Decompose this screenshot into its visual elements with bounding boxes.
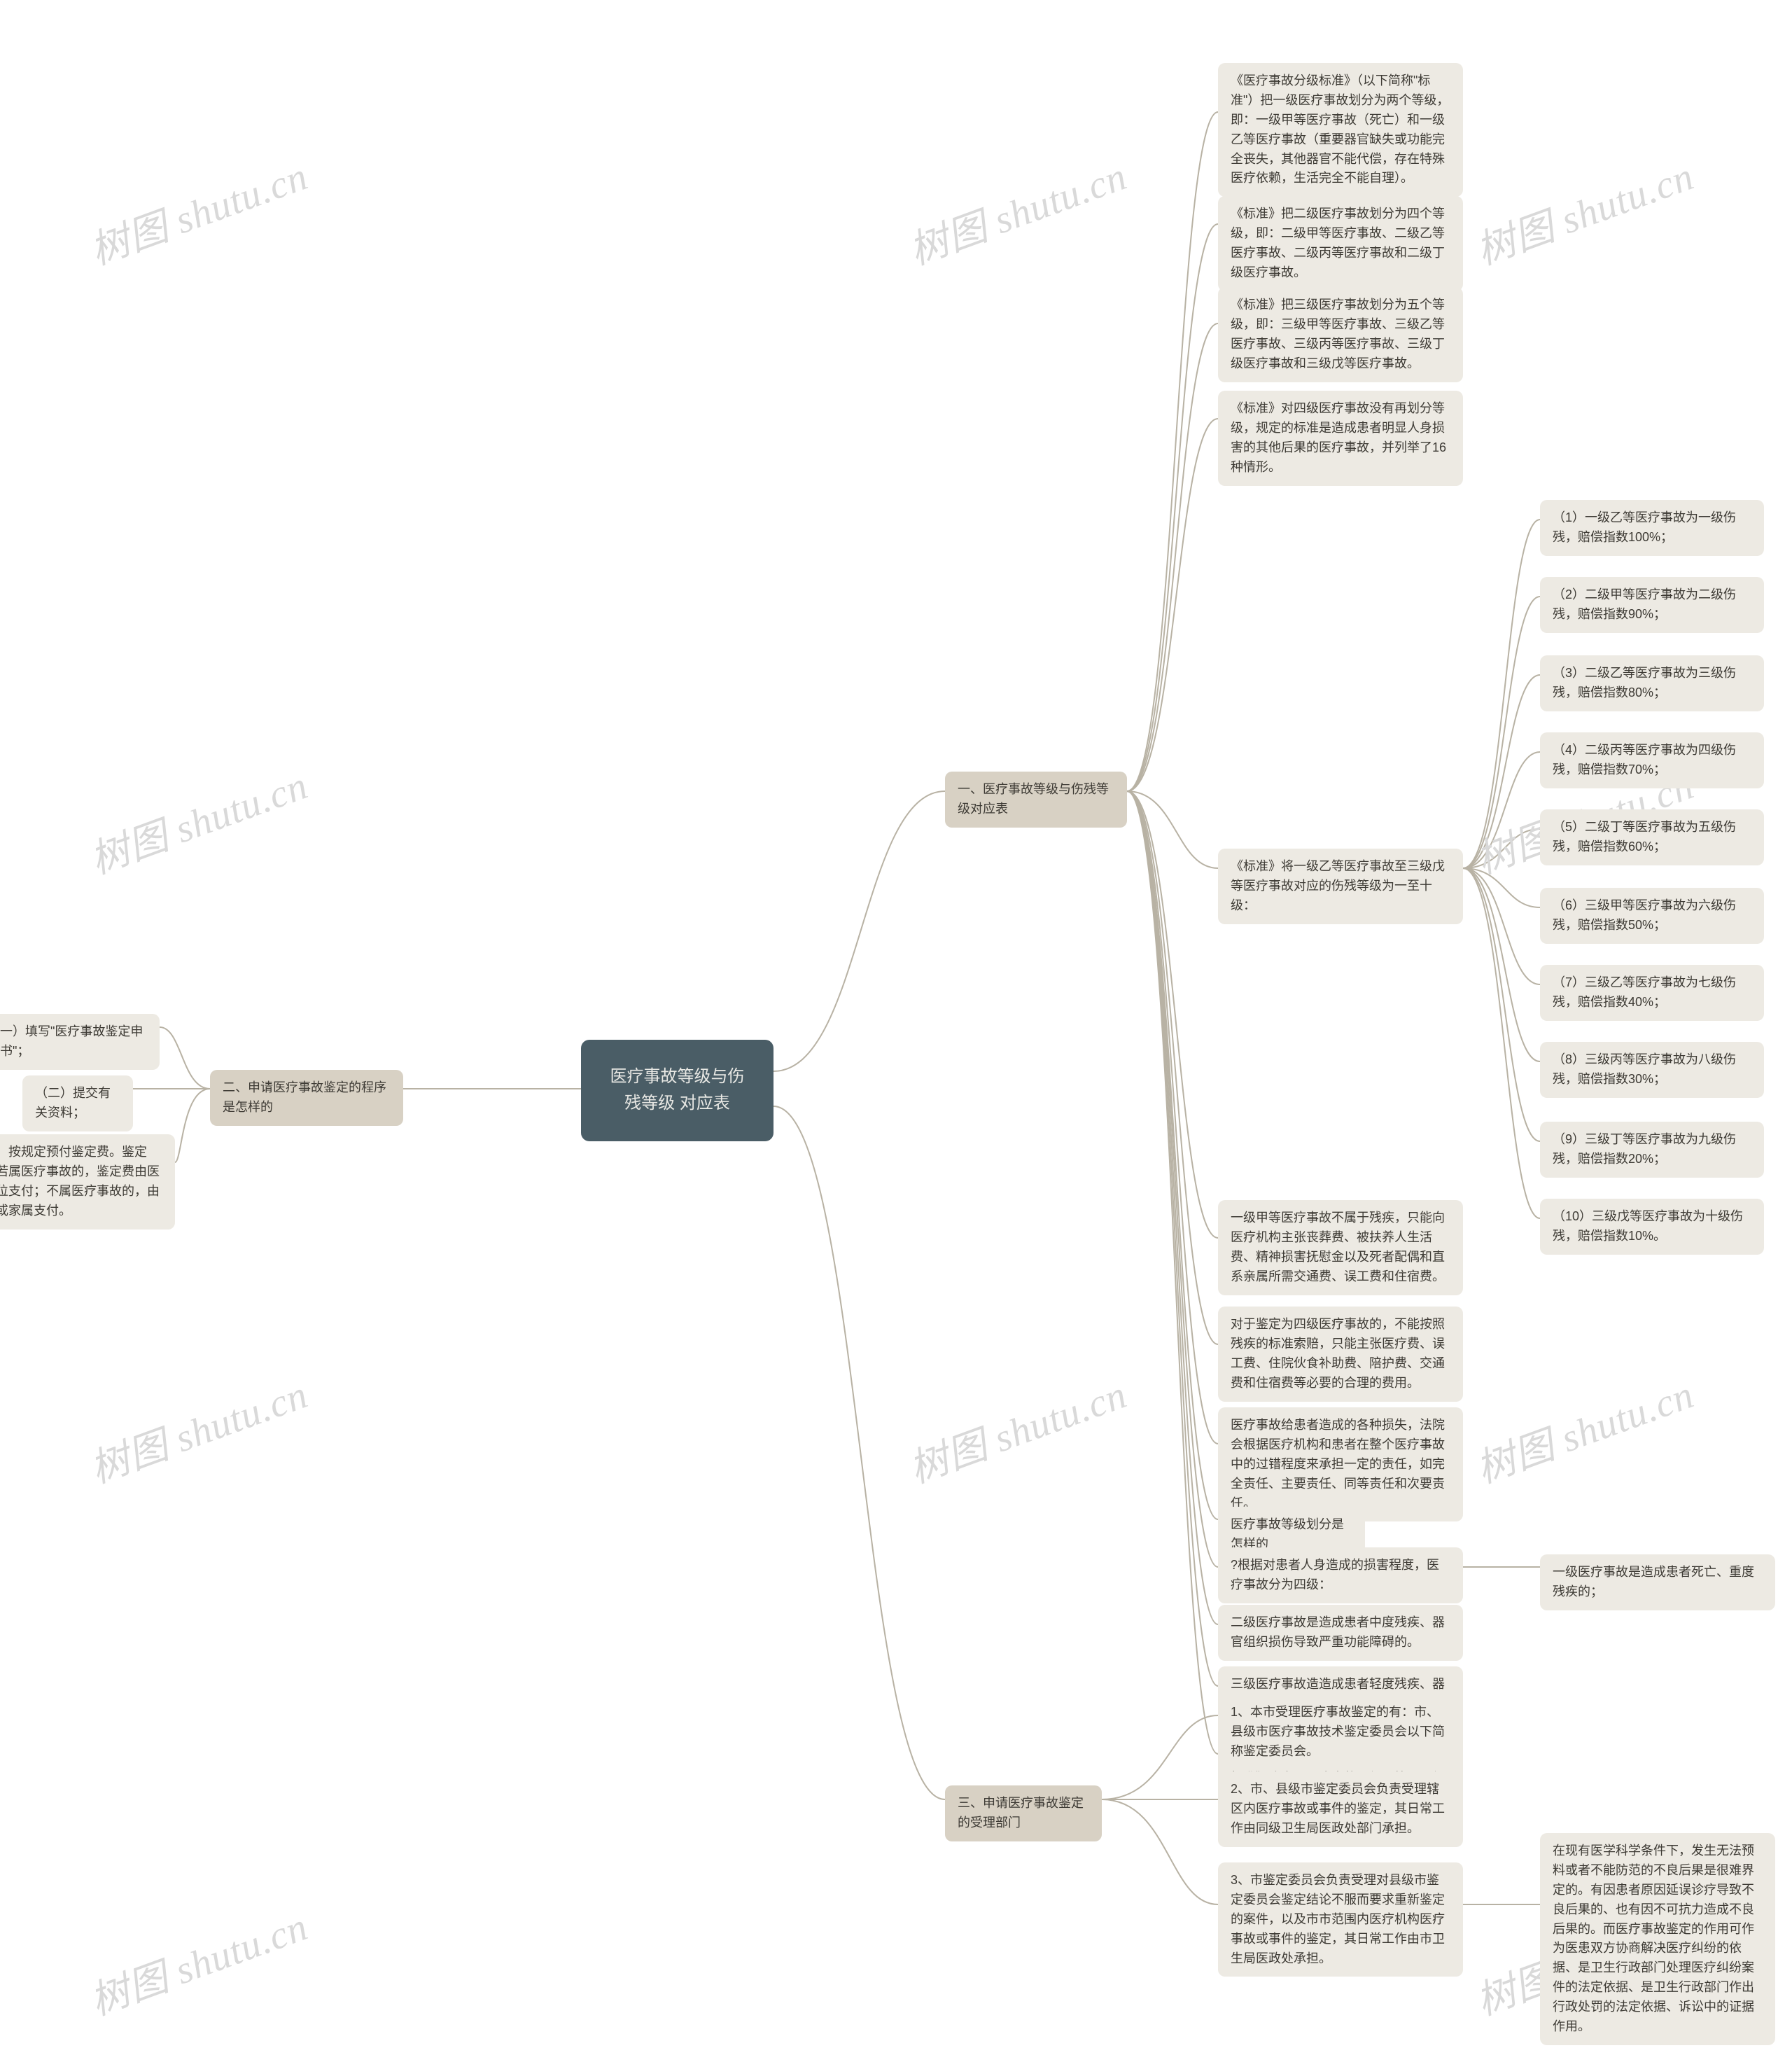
d8[interactable]: （8）三级丙等医疗事故为八级伤残，赔偿指数30%； bbox=[1540, 1042, 1764, 1098]
c3[interactable]: 《标准》把三级医疗事故划分为五个等级，即：三级甲等医疗事故、三级乙等医疗事故、三… bbox=[1218, 287, 1463, 382]
d7-label: （7）三级乙等医疗事故为七级伤残，赔偿指数40%； bbox=[1553, 975, 1736, 1009]
e1[interactable]: 1、本市受理医疗事故鉴定的有：市、县级市医疗事故技术鉴定委员会以下简称鉴定委员会… bbox=[1218, 1694, 1463, 1770]
c5[interactable]: 《标准》将一级乙等医疗事故至三级戊等医疗事故对应的伤残等级为一至十级： bbox=[1218, 849, 1463, 924]
e1-label: 1、本市受理医疗事故鉴定的有：市、县级市医疗事故技术鉴定委员会以下简称鉴定委员会… bbox=[1231, 1705, 1445, 1758]
c6[interactable]: 一级甲等医疗事故不属于残疾，只能向医疗机构主张丧葬费、被扶养人生活费、精神损害抚… bbox=[1218, 1200, 1463, 1295]
d1[interactable]: （1）一级乙等医疗事故为一级伤残，赔偿指数100%； bbox=[1540, 500, 1764, 556]
d3[interactable]: （3）二级乙等医疗事故为三级伤残，赔偿指数80%； bbox=[1540, 655, 1764, 711]
c10-child[interactable]: 一级医疗事故是造成患者死亡、重度残疾的； bbox=[1540, 1554, 1775, 1610]
c3-label: 《标准》把三级医疗事故划分为五个等级，即：三级甲等医疗事故、三级乙等医疗事故、三… bbox=[1231, 298, 1445, 370]
b2-item-b[interactable]: （二）提交有关资料； bbox=[22, 1075, 133, 1131]
e3-child[interactable]: 在现有医学科学条件下，发生无法预料或者不能防范的不良后果是很难界定的。有因患者原… bbox=[1540, 1833, 1775, 2045]
b2-item-c[interactable]: （三）按规定预付鉴定费。鉴定后，若属医疗事故的，鉴定费由医疗单位支付；不属医疗事… bbox=[0, 1134, 175, 1230]
d2-label: （2）二级甲等医疗事故为二级伤残，赔偿指数90%； bbox=[1553, 587, 1736, 621]
b2-item-c-label: （三）按规定预付鉴定费。鉴定后，若属医疗事故的，鉴定费由医疗单位支付；不属医疗事… bbox=[0, 1145, 160, 1218]
b2-item-a-label: （一）填写"医疗事故鉴定申请书"； bbox=[0, 1024, 143, 1058]
root-node[interactable]: 医疗事故等级与伤残等级 对应表 bbox=[581, 1040, 774, 1141]
c2-label: 《标准》把二级医疗事故划分为四个等级，即：二级甲等医疗事故、二级乙等医疗事故、二… bbox=[1231, 207, 1445, 279]
c4[interactable]: 《标准》对四级医疗事故没有再划分等级，规定的标准是造成患者明显人身损害的其他后果… bbox=[1218, 391, 1463, 486]
c6-label: 一级甲等医疗事故不属于残疾，只能向医疗机构主张丧葬费、被扶养人生活费、精神损害抚… bbox=[1231, 1211, 1445, 1283]
d3-label: （3）二级乙等医疗事故为三级伤残，赔偿指数80%； bbox=[1553, 666, 1736, 699]
branch-1-label: 一、医疗事故等级与伤残等级对应表 bbox=[958, 782, 1109, 816]
c10[interactable]: ?根据对患者人身造成的损害程度，医疗事故分为四级： bbox=[1218, 1547, 1463, 1603]
d2[interactable]: （2）二级甲等医疗事故为二级伤残，赔偿指数90%； bbox=[1540, 577, 1764, 633]
c7[interactable]: 对于鉴定为四级医疗事故的，不能按照残疾的标准索赔，只能主张医疗费、误工费、住院伙… bbox=[1218, 1307, 1463, 1402]
watermark: 树图 shutu.cn bbox=[1467, 1363, 1700, 1494]
watermark: 树图 shutu.cn bbox=[900, 145, 1133, 276]
watermark: 树图 shutu.cn bbox=[81, 1363, 314, 1494]
e3-child-label: 在现有医学科学条件下，发生无法预料或者不能防范的不良后果是很难界定的。有因患者原… bbox=[1553, 1844, 1754, 2033]
c9-label: 医疗事故等级划分是怎样的 bbox=[1231, 1517, 1344, 1551]
d10-label: （10）三级戊等医疗事故为十级伤残，赔偿指数10%。 bbox=[1553, 1209, 1743, 1243]
d9-label: （9）三级丁等医疗事故为九级伤残，赔偿指数20%； bbox=[1553, 1132, 1736, 1166]
c11-label: 二级医疗事故是造成患者中度残疾、器官组织损伤导致严重功能障碍的。 bbox=[1231, 1615, 1445, 1649]
c8[interactable]: 医疗事故给患者造成的各种损失，法院会根据医疗机构和患者在整个医疗事故中的过错程度… bbox=[1218, 1407, 1463, 1521]
d10[interactable]: （10）三级戊等医疗事故为十级伤残，赔偿指数10%。 bbox=[1540, 1199, 1764, 1255]
d5-label: （5）二级丁等医疗事故为五级伤残，赔偿指数60%； bbox=[1553, 820, 1736, 854]
d5[interactable]: （5）二级丁等医疗事故为五级伤残，赔偿指数60%； bbox=[1540, 809, 1764, 865]
b2-item-b-label: （二）提交有关资料； bbox=[35, 1086, 111, 1120]
branch-1[interactable]: 一、医疗事故等级与伤残等级对应表 bbox=[945, 772, 1127, 828]
d6-label: （6）三级甲等医疗事故为六级伤残，赔偿指数50%； bbox=[1553, 898, 1736, 932]
c4-label: 《标准》对四级医疗事故没有再划分等级，规定的标准是造成患者明显人身损害的其他后果… bbox=[1231, 401, 1446, 474]
watermark: 树图 shutu.cn bbox=[81, 145, 314, 276]
c10-child-label: 一级医疗事故是造成患者死亡、重度残疾的； bbox=[1553, 1565, 1754, 1598]
e3-label: 3、市鉴定委员会负责受理对县级市鉴定委员会鉴定结论不服而要求重新鉴定的案件，以及… bbox=[1231, 1873, 1445, 1965]
e3[interactable]: 3、市鉴定委员会负责受理对县级市鉴定委员会鉴定结论不服而要求重新鉴定的案件，以及… bbox=[1218, 1862, 1463, 1977]
c10-label: ?根据对患者人身造成的损害程度，医疗事故分为四级： bbox=[1231, 1558, 1439, 1591]
d4[interactable]: （4）二级丙等医疗事故为四级伤残，赔偿指数70%； bbox=[1540, 732, 1764, 788]
d6[interactable]: （6）三级甲等医疗事故为六级伤残，赔偿指数50%； bbox=[1540, 888, 1764, 944]
mindmap-canvas: 树图 shutu.cn 树图 shutu.cn 树图 shutu.cn 树图 shut… bbox=[0, 0, 1792, 2048]
c1-label: 《医疗事故分级标准》（以下简称"标准"）把一级医疗事故划分为两个等级，即：一级甲… bbox=[1231, 74, 1449, 185]
c8-label: 医疗事故给患者造成的各种损失，法院会根据医疗机构和患者在整个医疗事故中的过错程度… bbox=[1231, 1418, 1445, 1510]
branch-2-label: 二、申请医疗事故鉴定的程序是怎样的 bbox=[223, 1080, 386, 1114]
c7-label: 对于鉴定为四级医疗事故的，不能按照残疾的标准索赔，只能主张医疗费、误工费、住院伙… bbox=[1231, 1317, 1445, 1390]
d9[interactable]: （9）三级丁等医疗事故为九级伤残，赔偿指数20%； bbox=[1540, 1122, 1764, 1178]
d8-label: （8）三级丙等医疗事故为八级伤残，赔偿指数30%； bbox=[1553, 1052, 1736, 1086]
watermark: 树图 shutu.cn bbox=[1467, 145, 1700, 276]
c1[interactable]: 《医疗事故分级标准》（以下简称"标准"）把一级医疗事故划分为两个等级，即：一级甲… bbox=[1218, 63, 1463, 197]
e2-label: 2、市、县级市鉴定委员会负责受理辖区内医疗事故或事件的鉴定，其日常工作由同级卫生… bbox=[1231, 1782, 1445, 1835]
c5-label: 《标准》将一级乙等医疗事故至三级戊等医疗事故对应的伤残等级为一至十级： bbox=[1231, 859, 1445, 912]
branch-3[interactable]: 三、申请医疗事故鉴定的受理部门 bbox=[945, 1785, 1102, 1841]
e2[interactable]: 2、市、县级市鉴定委员会负责受理辖区内医疗事故或事件的鉴定，其日常工作由同级卫生… bbox=[1218, 1771, 1463, 1847]
c11[interactable]: 二级医疗事故是造成患者中度残疾、器官组织损伤导致严重功能障碍的。 bbox=[1218, 1605, 1463, 1661]
c2[interactable]: 《标准》把二级医疗事故划分为四个等级，即：二级甲等医疗事故、二级乙等医疗事故、二… bbox=[1218, 196, 1463, 291]
d1-label: （1）一级乙等医疗事故为一级伤残，赔偿指数100%； bbox=[1553, 510, 1736, 544]
watermark: 树图 shutu.cn bbox=[900, 1363, 1133, 1494]
branch-2[interactable]: 二、申请医疗事故鉴定的程序是怎样的 bbox=[210, 1070, 403, 1126]
watermark: 树图 shutu.cn bbox=[81, 754, 314, 885]
edges-layer bbox=[0, 0, 1792, 2048]
root-label: 医疗事故等级与伤残等级 对应表 bbox=[610, 1067, 745, 1113]
watermark: 树图 shutu.cn bbox=[81, 1895, 314, 2026]
branch-3-label: 三、申请医疗事故鉴定的受理部门 bbox=[958, 1796, 1084, 1830]
d7[interactable]: （7）三级乙等医疗事故为七级伤残，赔偿指数40%； bbox=[1540, 965, 1764, 1021]
b2-item-a[interactable]: （一）填写"医疗事故鉴定申请书"； bbox=[0, 1014, 160, 1070]
d4-label: （4）二级丙等医疗事故为四级伤残，赔偿指数70%； bbox=[1553, 743, 1736, 776]
